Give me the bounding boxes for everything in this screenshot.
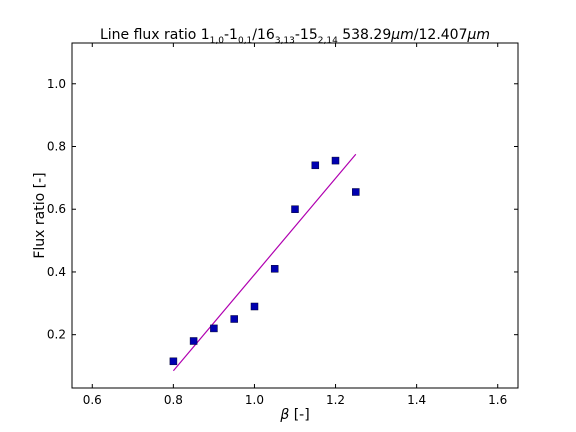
title-sub-3: 3,13 (275, 36, 295, 46)
data-point (291, 205, 299, 213)
data-point (352, 188, 360, 196)
y-axis-label: Flux ratio [-] (32, 172, 48, 258)
x-tick-label: 1.2 (326, 393, 345, 407)
x-tick-label: 1.0 (245, 393, 264, 407)
title-prefix: Line flux ratio 1 (100, 27, 210, 43)
title-mid-3: -15 (295, 27, 318, 43)
title-unit-2: μm (466, 27, 490, 43)
data-point (250, 302, 259, 311)
title-sub-2: 0,1 (238, 36, 252, 46)
plot-area (169, 153, 360, 372)
title-mid-5: /12.407 (414, 27, 468, 43)
x-axis-symbol: β (279, 407, 289, 423)
chart-title: Line flux ratio 11,0-10,1/163,13-152,14 … (100, 27, 490, 46)
y-tick-label: 0.6 (47, 202, 66, 216)
x-tick-label: 0.8 (164, 393, 183, 407)
data-point (210, 324, 218, 333)
title-mid-4: 538.29 (338, 27, 391, 43)
data-point (230, 315, 238, 323)
x-tick-label: 0.6 (83, 393, 102, 407)
data-point (270, 265, 279, 273)
y-tick-label: 0.4 (47, 265, 66, 279)
y-tick-label: 0.8 (47, 140, 66, 154)
title-sub-1: 1,0 (210, 36, 225, 46)
data-point (189, 337, 198, 345)
y-tick-label: 0.2 (47, 328, 66, 342)
axis-ticks: 0.6 0.8 1.0 1.2 1.4 1.6 0.2 0.4 0.6 0.8 1.0 (47, 43, 518, 407)
title-sub-4: 2,14 (318, 36, 338, 46)
y-tick-label: 1.0 (47, 77, 66, 91)
x-tick-label: 1.4 (407, 393, 426, 407)
axes-frame (71, 42, 519, 389)
title-mid-2: /16 (252, 27, 275, 43)
x-tick-label: 1.6 (488, 393, 507, 407)
title-mid-1: -1 (224, 27, 238, 43)
x-axis-unit: [-] (289, 407, 309, 423)
data-point (311, 161, 320, 170)
data-point (169, 357, 178, 366)
fit-line (172, 153, 357, 372)
x-axis-label: β [-] (279, 407, 309, 423)
data-point (331, 156, 340, 165)
title-unit-1: μm (390, 27, 414, 43)
